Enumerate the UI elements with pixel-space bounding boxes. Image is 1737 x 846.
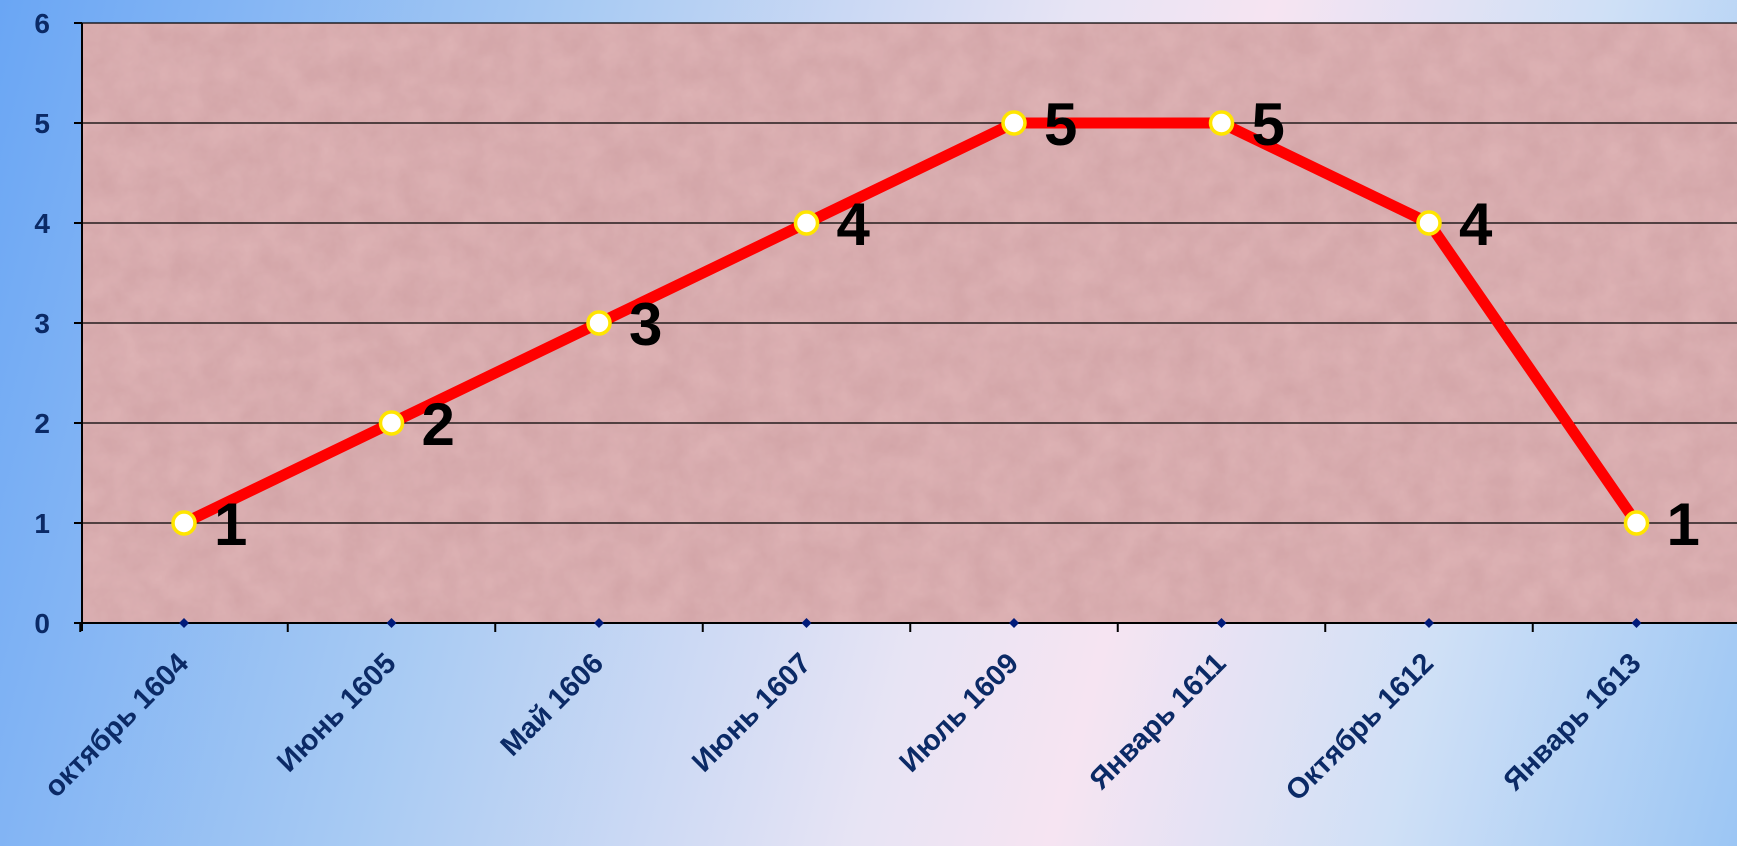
data-point xyxy=(1416,210,1442,236)
axis-category-marker xyxy=(594,618,604,628)
x-category-label: Июль 1609 xyxy=(894,647,1025,778)
data-labels: 1 2 3 4 5 5 4 1 xyxy=(214,91,1700,558)
y-tick-label: 0 xyxy=(34,608,50,639)
data-point xyxy=(378,410,405,436)
y-tick-label: 4 xyxy=(34,208,50,239)
y-axis-tick-labels: 0 1 2 3 4 5 6 xyxy=(34,8,50,639)
y-tick-label: 6 xyxy=(34,8,50,39)
data-label: 5 xyxy=(1044,91,1077,158)
y-tick-label: 1 xyxy=(34,508,50,539)
data-points xyxy=(171,110,1650,536)
data-point xyxy=(1001,110,1027,136)
gridlines xyxy=(82,22,1737,524)
axis-category-marker xyxy=(1216,618,1227,628)
x-category-label: Июнь 1607 xyxy=(686,647,817,778)
data-label: 5 xyxy=(1252,91,1285,158)
x-category-label: Октябрь 1612 xyxy=(1280,647,1440,807)
data-point xyxy=(171,510,197,536)
axes xyxy=(74,22,1737,632)
y-tick-label: 3 xyxy=(34,308,50,339)
axis-category-marker xyxy=(1009,618,1019,628)
series-line xyxy=(178,117,1642,529)
y-tick-label: 5 xyxy=(34,108,50,139)
x-category-label: Май 1606 xyxy=(495,647,610,762)
data-point xyxy=(1208,110,1235,136)
axis-category-marker xyxy=(1424,618,1434,628)
y-tick-label: 2 xyxy=(34,408,50,439)
x-category-label: Июнь 1605 xyxy=(271,647,402,778)
axis-category-marker xyxy=(1631,618,1642,628)
data-label: 4 xyxy=(837,191,871,258)
data-label: 2 xyxy=(422,391,455,458)
data-point xyxy=(793,210,820,236)
data-label: 3 xyxy=(629,291,662,358)
x-axis-category-labels: октябрь 1604 Июнь 1605 Май 1606 Июнь 1607 Ию… xyxy=(38,647,1647,807)
data-label: 4 xyxy=(1459,191,1493,258)
x-category-label: Январь 1613 xyxy=(1498,647,1648,797)
data-label: 1 xyxy=(1667,491,1700,558)
x-category-label: октябрь 1604 xyxy=(38,647,195,804)
x-category-label: Январь 1611 xyxy=(1084,647,1233,796)
axis-category-marker xyxy=(386,618,397,628)
data-point xyxy=(1623,510,1650,536)
axis-category-marker xyxy=(179,618,189,628)
data-point xyxy=(586,310,612,336)
axis-category-marker xyxy=(801,618,812,628)
series-line xyxy=(178,117,1642,529)
data-label: 1 xyxy=(214,491,247,558)
